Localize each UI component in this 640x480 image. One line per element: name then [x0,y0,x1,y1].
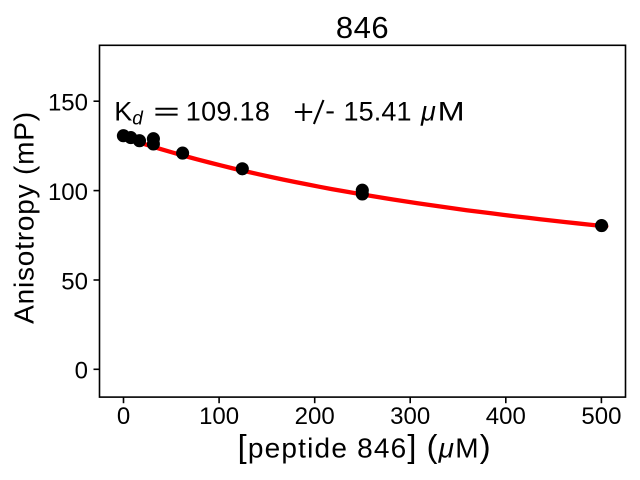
svg-text:Anisotropy (mP): Anisotropy (mP) [9,111,40,324]
svg-text:846: 846 [336,10,389,45]
svg-text:0: 0 [117,403,130,430]
svg-text:50: 50 [61,268,88,295]
svg-text:150: 150 [48,90,88,117]
svg-text:d: d [132,108,144,129]
svg-text:109.18: 109.18 [186,97,270,127]
svg-text:M: M [438,97,465,127]
svg-text:400: 400 [486,403,526,430]
svg-text:μ: μ [420,97,436,127]
svg-text:100: 100 [48,179,88,206]
svg-text:500: 500 [581,403,621,430]
svg-text:15.41: 15.41 [344,97,412,127]
svg-text:[peptide 846] (μM): [peptide 846] (μM) [238,429,492,465]
svg-text:0: 0 [75,358,88,385]
svg-text:K: K [114,97,132,127]
svg-text:200: 200 [295,403,335,430]
svg-text:100: 100 [199,403,239,430]
svg-text:300: 300 [390,403,430,430]
